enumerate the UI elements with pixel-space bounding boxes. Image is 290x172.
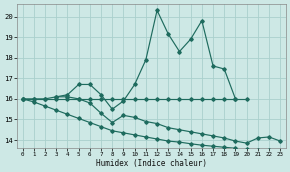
X-axis label: Humidex (Indice chaleur): Humidex (Indice chaleur)	[96, 159, 207, 168]
